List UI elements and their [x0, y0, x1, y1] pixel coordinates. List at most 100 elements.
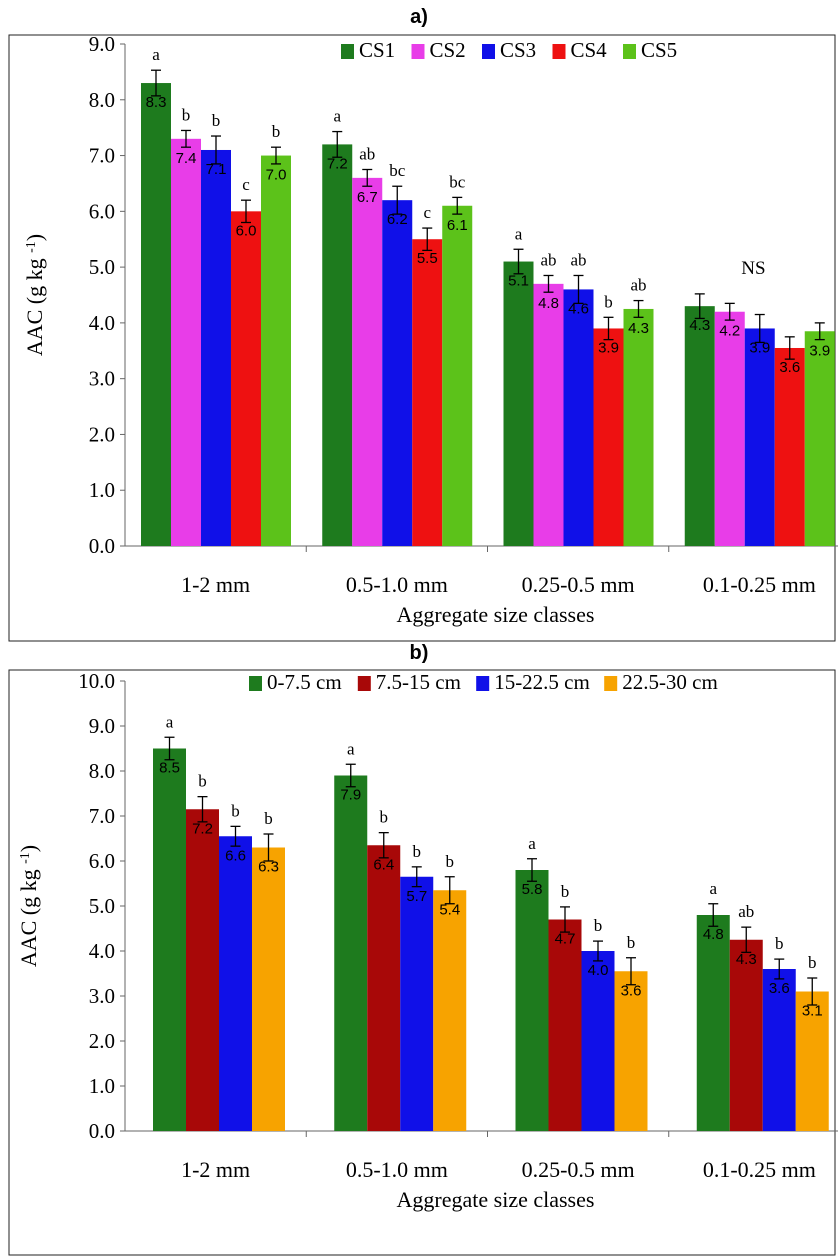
legend-label: CS3: [500, 38, 536, 62]
y-tick-label: 7.0: [89, 144, 115, 168]
legend-swatch: [482, 44, 495, 59]
bar-7-5-15-cm: [186, 809, 219, 1131]
significance-letter: b: [380, 808, 389, 827]
significance-letter: c: [242, 175, 250, 194]
significance-letter: b: [627, 933, 636, 952]
significance-letter: b: [808, 953, 817, 972]
y-tick-label: 3.0: [89, 367, 115, 391]
significance-letter: a: [709, 879, 717, 898]
data-label: 5.5: [417, 250, 438, 267]
data-label: 7.0: [266, 167, 287, 184]
y-tick-label: 2.0: [89, 1029, 115, 1053]
significance-letter: b: [272, 122, 281, 141]
bar-7-5-15-cm: [367, 845, 401, 1131]
bar-0-7-5-cm: [334, 775, 368, 1131]
bar-cs1: [684, 306, 715, 546]
legend-swatch: [411, 44, 425, 59]
data-label: 3.9: [809, 342, 830, 359]
data-label: 3.6: [621, 982, 642, 999]
bar-22-5-30-cm: [433, 890, 467, 1131]
x-tick-label: 0.5-1.0 mm: [346, 572, 448, 597]
data-label: 6.4: [373, 856, 394, 873]
legend-label: CS2: [430, 38, 466, 62]
x-tick-label: 0.1-0.25 mm: [703, 1157, 816, 1182]
chart-frame: [8, 669, 836, 1256]
data-label: 3.6: [779, 359, 800, 376]
panel-b-label: b): [409, 642, 429, 664]
significance-letter: ab: [630, 276, 646, 295]
y-tick-label: 3.0: [89, 984, 115, 1008]
y-tick-label: 9.0: [89, 714, 115, 738]
significance-letter: a: [333, 107, 341, 126]
significance-letter: b: [594, 916, 603, 935]
bar-0-7-5-cm: [153, 748, 186, 1131]
data-label: 4.0: [588, 962, 609, 979]
bar-cs5: [623, 308, 654, 546]
data-label: 6.7: [357, 189, 378, 206]
bar-0-7-5-cm: [515, 870, 549, 1131]
bar-cs1: [503, 261, 534, 546]
significance-letter: bc: [389, 161, 406, 180]
y-tick-label: 4.0: [89, 939, 115, 963]
significance-letter: ab: [570, 250, 586, 269]
bar-cs5: [442, 205, 473, 546]
y-tick-label: 5.0: [89, 255, 115, 279]
data-label: 7.2: [327, 155, 348, 172]
data-label: 3.9: [598, 339, 619, 356]
y-tick-label: 0.0: [89, 1119, 115, 1143]
data-label: 4.7: [555, 931, 576, 948]
bar-cs3: [201, 149, 231, 546]
x-tick-label: 0.5-1.0 mm: [346, 1157, 448, 1182]
legend-label: CS4: [571, 38, 608, 62]
data-label: 5.1: [508, 273, 529, 290]
significance-letter: b: [604, 292, 613, 311]
bar-7-5-15-cm: [548, 919, 582, 1131]
y-tick-label: 5.0: [89, 894, 115, 918]
chart-frame: [8, 34, 836, 642]
y-tick-label: 6.0: [89, 199, 115, 223]
bar-cs3: [563, 289, 594, 546]
significance-letter: ab: [540, 250, 556, 269]
legend-swatch: [604, 676, 618, 691]
y-tick-label: 10.0: [78, 669, 115, 693]
bar-15-22-5-cm: [219, 836, 252, 1131]
significance-letter: a: [528, 834, 536, 853]
data-label: 7.4: [176, 150, 197, 167]
significance-letter: b: [212, 111, 221, 130]
significance-letter: a: [166, 712, 174, 731]
y-tick-label: 4.0: [89, 311, 115, 335]
y-tick-label: 8.0: [89, 88, 115, 112]
significance-letter: b: [264, 809, 273, 828]
data-label: 4.3: [628, 320, 649, 337]
data-label: 6.6: [225, 847, 246, 864]
data-label: 6.3: [258, 859, 279, 876]
annotation-ns: NS: [741, 258, 765, 279]
data-label: 6.1: [447, 217, 468, 234]
significance-letter: a: [515, 224, 523, 243]
y-tick-label: 1.0: [89, 1074, 115, 1098]
y-axis-title: AAC (g kg -1): [22, 234, 47, 356]
bar-cs3: [744, 328, 775, 546]
chart-a: 0.0 1.0 2.0 3.0 4.0 5.0 6.0 7.0 8.0 9.0 1-2 mm 0.5-…: [8, 34, 838, 642]
legend-label: CS5: [641, 38, 677, 62]
y-tick-label: 0.0: [89, 534, 115, 558]
x-axis-title: Aggregate size classes: [397, 1187, 595, 1212]
bar-cs1: [322, 144, 353, 546]
bar-cs2: [714, 311, 745, 546]
bar-cs5: [261, 155, 291, 547]
bar-0-7-5-cm: [696, 915, 730, 1131]
x-tick-label: 1-2 mm: [181, 572, 250, 597]
significance-letter: ab: [738, 902, 754, 921]
x-tick-label: 0.1-0.25 mm: [703, 572, 816, 597]
legend-label: 22.5-30 cm: [622, 670, 718, 694]
significance-letter: b: [198, 772, 207, 791]
data-label: 8.5: [159, 760, 180, 777]
bar-cs4: [774, 347, 805, 546]
significance-letter: ab: [359, 145, 375, 164]
significance-letter: a: [152, 45, 160, 64]
bar-7-5-15-cm: [729, 939, 763, 1131]
data-label: 3.6: [769, 980, 790, 997]
bar-cs2: [352, 177, 383, 546]
data-label: 4.6: [568, 300, 589, 317]
data-label: 3.9: [749, 339, 770, 356]
